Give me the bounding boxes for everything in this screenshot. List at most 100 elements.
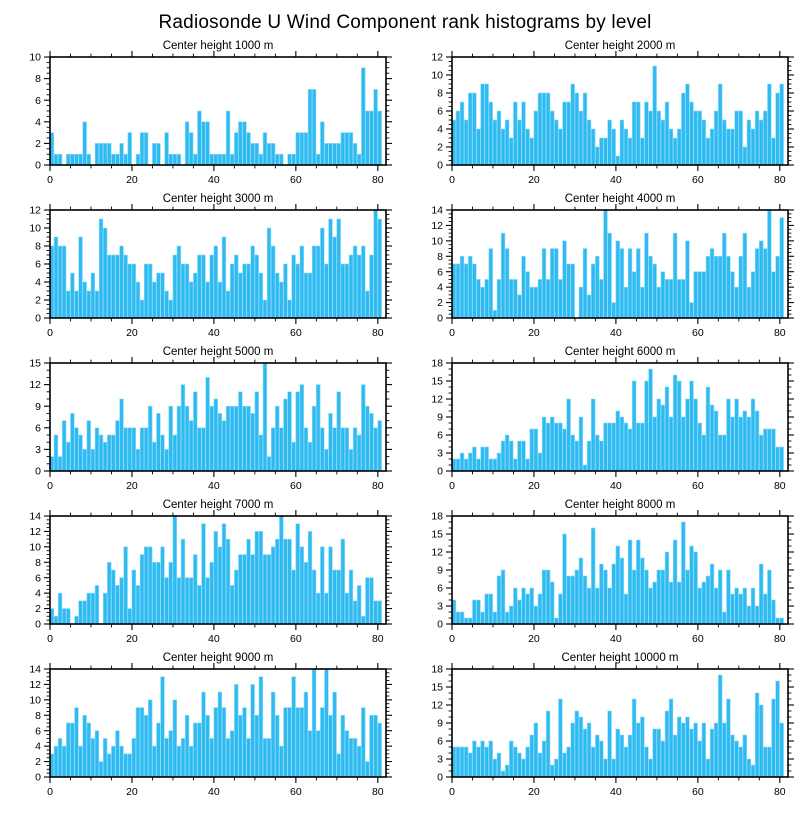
y-tick-label: 15 bbox=[431, 376, 443, 388]
bars bbox=[49, 209, 382, 319]
y-tick-label: 18 bbox=[431, 358, 443, 370]
histogram-panel: Center height 1000 m 0 2 4 6 8 10 0 20 40 60 80 bbox=[2, 36, 404, 189]
histogram-svg: Center height 4000 m 0 2 4 6 8 10 12 14 0 20 40 60 80 bbox=[431, 193, 794, 339]
bars bbox=[49, 362, 382, 472]
y-tick-label: 2 bbox=[437, 297, 443, 309]
plot-frame bbox=[451, 362, 789, 472]
histogram-panel: Center height 5000 m 0 3 6 9 12 15 0 20 40 60 80 bbox=[2, 342, 404, 495]
x-tick-label: 20 bbox=[126, 327, 138, 339]
y-tick-label: 15 bbox=[431, 529, 443, 541]
x-tick-label: 20 bbox=[126, 786, 138, 798]
y-tick-label: 6 bbox=[437, 430, 443, 442]
x-tick-label: 20 bbox=[528, 786, 540, 798]
x-tick-label: 40 bbox=[208, 633, 220, 645]
x-tick-label: 0 bbox=[47, 633, 53, 645]
y-tick-label: 0 bbox=[35, 160, 41, 172]
y-tick-label: 6 bbox=[35, 572, 41, 584]
x-tick-label: 40 bbox=[610, 480, 622, 492]
x-tick-label: 60 bbox=[290, 786, 302, 798]
panel-title: Center height 8000 m bbox=[565, 499, 676, 511]
y-tick-label: 6 bbox=[437, 736, 443, 748]
panel-title: Center height 7000 m bbox=[163, 499, 274, 511]
x-tick-label: 80 bbox=[774, 327, 786, 339]
x-tick-label: 40 bbox=[208, 174, 220, 186]
y-tick-label: 6 bbox=[35, 95, 41, 107]
y-tick-label: 6 bbox=[437, 106, 443, 118]
x-tick-label: 40 bbox=[208, 327, 220, 339]
y-tick-label: 8 bbox=[437, 88, 443, 100]
y-tick-label: 6 bbox=[437, 266, 443, 278]
y-tick-label: 10 bbox=[29, 694, 41, 706]
histogram-panel: Center height 6000 m 0 3 6 9 12 15 18 0 20 40 60 80 bbox=[404, 342, 806, 495]
y-tick-label: 18 bbox=[431, 664, 443, 676]
y-tick-label: 9 bbox=[437, 565, 443, 577]
y-tick-label: 0 bbox=[35, 313, 41, 325]
y-tick-label: 15 bbox=[29, 358, 41, 370]
histogram-panel: Center height 3000 m 0 2 4 6 8 10 12 0 20 40 60 80 bbox=[2, 189, 404, 342]
y-tick-label: 0 bbox=[437, 466, 443, 478]
plot-frame bbox=[49, 209, 387, 319]
x-tick-label: 80 bbox=[774, 786, 786, 798]
y-tick-label: 0 bbox=[35, 466, 41, 478]
y-tick-label: 8 bbox=[35, 557, 41, 569]
axis-ticks: 0 3 6 9 12 15 0 20 40 60 80 bbox=[29, 357, 392, 492]
y-tick-label: 12 bbox=[431, 394, 443, 406]
x-tick-label: 60 bbox=[692, 633, 704, 645]
x-tick-label: 80 bbox=[372, 633, 384, 645]
x-tick-label: 60 bbox=[692, 174, 704, 186]
panel-title: Center height 2000 m bbox=[565, 40, 676, 52]
panel-title: Center height 6000 m bbox=[565, 346, 676, 358]
x-tick-label: 80 bbox=[372, 174, 384, 186]
x-tick-label: 0 bbox=[47, 480, 53, 492]
bars bbox=[49, 515, 382, 625]
x-tick-label: 60 bbox=[290, 480, 302, 492]
x-tick-label: 80 bbox=[372, 327, 384, 339]
y-tick-label: 8 bbox=[35, 73, 41, 85]
y-tick-label: 6 bbox=[437, 583, 443, 595]
x-tick-label: 40 bbox=[610, 327, 622, 339]
panel-title: Center height 3000 m bbox=[163, 193, 274, 205]
y-tick-label: 9 bbox=[35, 401, 41, 413]
bars bbox=[451, 65, 784, 166]
histogram-panel: Center height 10000 m 0 3 6 9 12 15 18 0 20 40 60 80 bbox=[404, 648, 806, 801]
y-tick-label: 0 bbox=[437, 619, 443, 631]
histogram-panel: Center height 4000 m 0 2 4 6 8 10 12 14 0 20 40 60 80 bbox=[404, 189, 806, 342]
y-tick-label: 12 bbox=[29, 526, 41, 538]
plot-frame bbox=[451, 209, 789, 319]
x-tick-label: 0 bbox=[449, 174, 455, 186]
x-tick-label: 0 bbox=[449, 327, 455, 339]
x-tick-label: 80 bbox=[774, 174, 786, 186]
y-tick-label: 12 bbox=[29, 205, 41, 217]
y-tick-label: 0 bbox=[437, 772, 443, 784]
y-tick-label: 3 bbox=[437, 754, 443, 766]
y-tick-label: 10 bbox=[29, 541, 41, 553]
y-tick-label: 15 bbox=[431, 682, 443, 694]
histogram-panel: Center height 2000 m 0 2 4 6 8 10 12 0 20 40 60 80 bbox=[404, 36, 806, 189]
x-tick-label: 60 bbox=[692, 327, 704, 339]
y-tick-label: 18 bbox=[431, 511, 443, 523]
y-tick-label: 10 bbox=[29, 52, 41, 64]
y-tick-label: 3 bbox=[437, 448, 443, 460]
y-tick-label: 4 bbox=[437, 124, 443, 136]
y-tick-label: 14 bbox=[29, 664, 41, 676]
y-tick-label: 6 bbox=[35, 422, 41, 434]
panel-title: Center height 5000 m bbox=[163, 346, 274, 358]
x-tick-label: 60 bbox=[290, 174, 302, 186]
histogram-svg: Center height 8000 m 0 3 6 9 12 15 18 0 20 40 60 80 bbox=[431, 499, 794, 645]
bars bbox=[49, 668, 382, 778]
y-tick-label: 9 bbox=[437, 412, 443, 424]
axis-ticks: 0 3 6 9 12 15 18 0 20 40 60 80 bbox=[431, 357, 794, 492]
y-tick-label: 12 bbox=[431, 547, 443, 559]
plot-frame bbox=[49, 56, 387, 166]
y-tick-label: 4 bbox=[437, 282, 443, 294]
histogram-panel: Center height 7000 m 0 2 4 6 8 10 12 14 0 20 40 60 80 bbox=[2, 495, 404, 648]
y-tick-label: 2 bbox=[35, 138, 41, 150]
histogram-svg: Center height 2000 m 0 2 4 6 8 10 12 0 20 40 60 80 bbox=[431, 40, 794, 186]
bars bbox=[49, 67, 382, 166]
histogram-svg: Center height 5000 m 0 3 6 9 12 15 0 20 40 60 80 bbox=[29, 346, 392, 492]
y-tick-label: 10 bbox=[29, 223, 41, 235]
y-tick-label: 14 bbox=[431, 205, 443, 217]
x-tick-label: 80 bbox=[774, 480, 786, 492]
histogram-svg: Center height 10000 m 0 3 6 9 12 15 18 0 20 40 60 80 bbox=[431, 652, 794, 798]
